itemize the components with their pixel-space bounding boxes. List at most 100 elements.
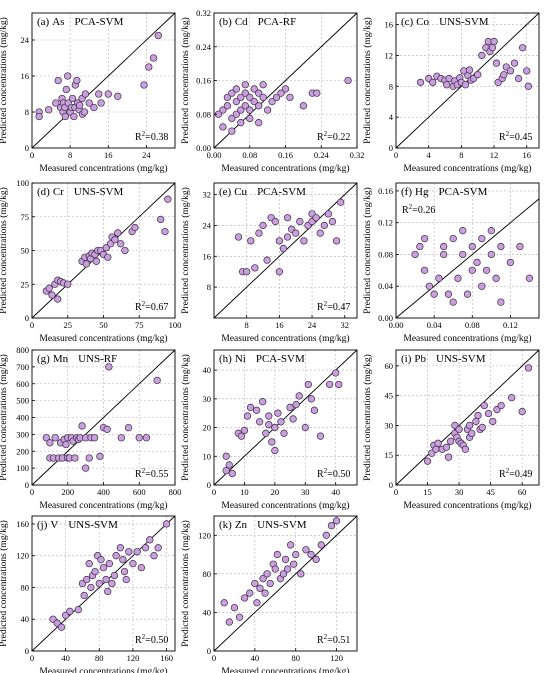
panel-title: (g) Mn UNS-RF (37, 353, 117, 365)
one-to-one-line (395, 198, 540, 319)
panel-method: UNS-SVM (68, 519, 118, 531)
plot-frame (213, 515, 358, 652)
x-axis-label: Measured concentrations (mg/kg) (403, 500, 531, 511)
data-point (103, 425, 111, 433)
data-point (112, 552, 120, 560)
panel-title: (d) Cr UNS-SVM (37, 186, 124, 198)
data-point (444, 453, 453, 461)
data-point (324, 210, 333, 218)
data-point (259, 398, 267, 406)
data-point (432, 445, 440, 453)
x-tick-label: 80 (291, 653, 300, 663)
x-tick-label: 8 (459, 150, 463, 160)
r-squared-exponent: 2 (142, 467, 146, 475)
data-point (162, 520, 171, 528)
data-point (332, 517, 341, 525)
data-point (90, 434, 99, 442)
r-squared-value: = (327, 302, 333, 313)
r-squared-symbol: R (317, 635, 324, 646)
y-tick-label: 30 (203, 394, 212, 404)
data-point (292, 229, 300, 237)
r-squared-value: = (145, 302, 151, 313)
x-axis-label: Measured concentrations (mg/kg) (403, 333, 531, 344)
data-point (332, 237, 341, 245)
y-tick-label: 80 (21, 582, 30, 592)
data-point (465, 66, 474, 74)
y-tick-label: 8 (25, 107, 29, 117)
data-point (125, 548, 133, 556)
panel-co: 0 4 8 12 16 0 4 8 12 16 (c) Co UNS-SVM R2=0.45 Measure… (362, 12, 540, 174)
data-point (219, 123, 227, 131)
y-tick-label: 30 (385, 420, 394, 430)
data-point (468, 266, 476, 275)
plot-frame (31, 12, 176, 149)
panel-ni: 0 10 20 30 40 0 10 20 30 40 (h) Ni PCA-SVM R2=0.50 Mea… (180, 349, 358, 511)
data-point (440, 250, 448, 259)
data-point (447, 437, 455, 445)
panel-method: UNS-SVM (74, 186, 124, 198)
data-point (164, 195, 172, 203)
y-tick-label: 0.08 (196, 109, 211, 119)
y-axis-label: Predicted concentrations (mg/kg) (0, 520, 9, 647)
data-point (279, 244, 288, 253)
data-point (48, 291, 56, 299)
data-point (320, 221, 328, 230)
data-point (92, 257, 100, 265)
data-point (268, 97, 276, 106)
data-point (246, 403, 255, 412)
x-tick-label: 0.24 (314, 150, 330, 160)
r-squared-label: R2=0.26 (402, 203, 435, 216)
data-point (429, 78, 437, 87)
panel-letter: (e) (219, 186, 232, 198)
panel-element: V (50, 519, 58, 531)
x-axis-label: Measured concentrations (mg/kg) (39, 500, 167, 511)
r-squared-value: = (145, 132, 151, 143)
one-to-one-line (213, 12, 358, 149)
x-tick-label: 32 (340, 320, 349, 330)
data-point (80, 108, 89, 116)
data-point (283, 233, 292, 241)
x-tick-label: 40 (331, 487, 340, 497)
panel-method: PCA-SVM (257, 186, 306, 198)
data-point (71, 454, 79, 462)
x-tick-label: 100 (169, 320, 182, 330)
y-tick-label: 0.00 (378, 313, 393, 323)
data-point (246, 106, 254, 114)
panel-method: PCA-SVM (256, 353, 305, 365)
x-tick-label: 30 (455, 487, 464, 497)
y-tick-label: 16 (203, 251, 212, 261)
data-point (45, 106, 53, 114)
panel-title: (k) Zn UNS-SVM (219, 519, 307, 531)
data-point (317, 541, 325, 549)
y-tick-label: 4 (389, 112, 394, 122)
data-point (420, 266, 429, 275)
x-tick-label: 25 (64, 320, 73, 330)
panel-element: Zn (235, 519, 248, 531)
x-axis-label: Measured concentrations (mg/kg) (221, 500, 349, 511)
data-point (68, 94, 77, 103)
y-tick-label: 0 (389, 143, 393, 153)
r-squared-label: R2=0.47 (317, 300, 350, 313)
y-axis-label: Predicted concentrations (mg/kg) (0, 187, 9, 314)
data-point (506, 258, 515, 267)
data-point (474, 71, 482, 79)
data-point (271, 446, 279, 455)
y-tick-label: 0.12 (378, 218, 393, 228)
data-point (157, 215, 165, 224)
data-point (116, 544, 124, 552)
data-point (243, 268, 251, 276)
r-squared-label: R2=0.45 (499, 130, 532, 143)
y-tick-label: 400 (16, 413, 29, 423)
x-tick-label: 16 (522, 150, 531, 160)
data-point (122, 575, 130, 584)
y-axis-label: Predicted concentrations (mg/kg) (0, 354, 9, 481)
data-point (46, 439, 54, 447)
data-point (150, 552, 158, 560)
data-point (251, 579, 259, 588)
x-tick-label: 0 (30, 150, 34, 160)
data-point (83, 575, 91, 584)
data-point (70, 112, 78, 121)
r-squared-symbol: R (135, 635, 142, 646)
data-point (510, 59, 519, 67)
x-tick-label: 30 (301, 487, 310, 497)
